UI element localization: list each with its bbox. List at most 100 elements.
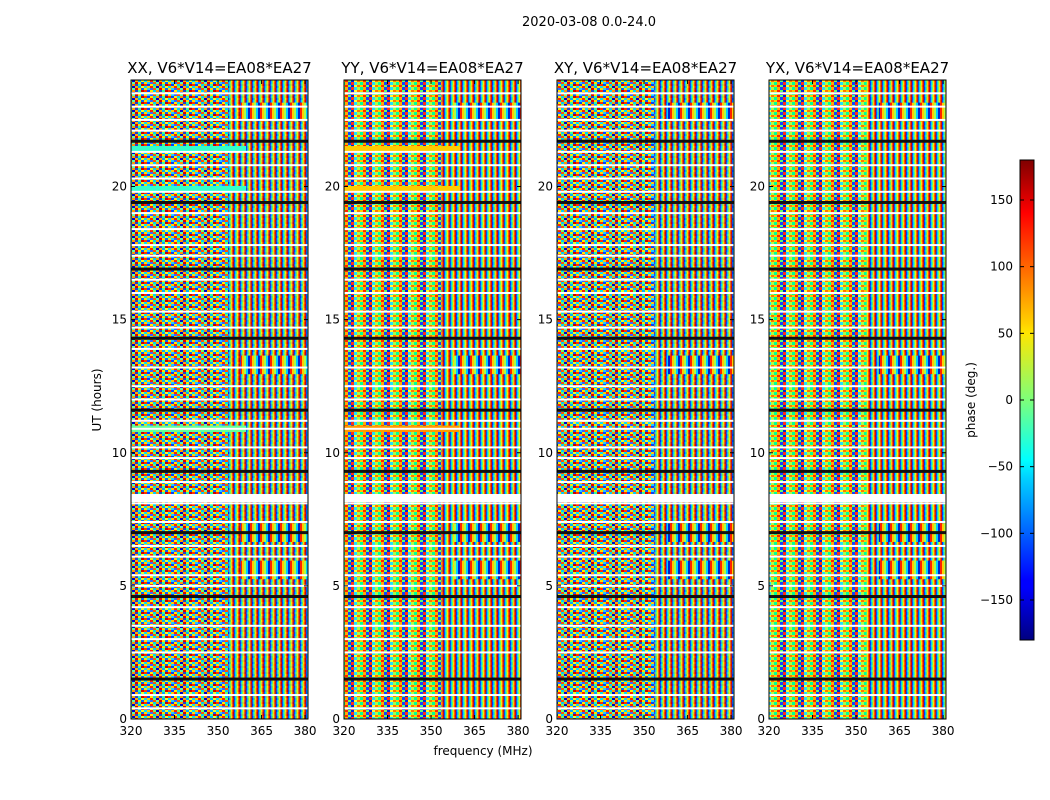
flag-gap (344, 347, 521, 350)
panel-title: YY, V6*V14=EA08*EA27 (340, 59, 523, 77)
flag-gap (769, 310, 946, 313)
flag-gap (557, 544, 734, 547)
flag-gap (131, 502, 308, 505)
heatmap-image (557, 80, 734, 719)
flag-gap (344, 520, 521, 523)
heatmap-image (131, 80, 308, 719)
x-tick-label: 335 (376, 724, 399, 738)
colorbar-tick-label: −100 (980, 526, 1013, 540)
flag-gap-dark (131, 408, 308, 412)
flag-gap (557, 398, 734, 401)
flag-gap-dark (557, 531, 734, 535)
x-tick-label: 365 (676, 724, 699, 738)
flag-gap (557, 347, 734, 350)
flag-gap-dark (769, 200, 946, 204)
flag-gap-dark (769, 336, 946, 340)
flag-gap-dark (344, 336, 521, 340)
flag-gap (769, 385, 946, 388)
flag-gap (131, 481, 308, 484)
flag-gap (131, 398, 308, 401)
flag-gap (769, 419, 946, 422)
flag-gap (131, 212, 308, 215)
flag-gap (769, 129, 946, 132)
flag-gap (131, 427, 308, 430)
x-tick-label: 320 (333, 724, 356, 738)
flag-gap (131, 177, 308, 180)
flag-gap (131, 366, 308, 369)
flag-gap (769, 164, 946, 167)
y-tick-label: 20 (750, 180, 765, 194)
flag-gap (557, 105, 734, 108)
flag-gap-dark (769, 469, 946, 473)
colorbar-tick-label: −50 (988, 460, 1013, 474)
y-tick-label: 0 (545, 712, 553, 726)
flag-gap (769, 105, 946, 108)
flag-gap (344, 651, 521, 654)
colorbar-ticks: 150 100 50 0 −50 −100 −150 (980, 193, 1034, 607)
y-axis-label: UT (hours) (90, 368, 104, 431)
flag-gap (131, 105, 308, 108)
flag-gap (557, 584, 734, 587)
flag-gap-dark (344, 531, 521, 535)
flag-gap (769, 457, 946, 460)
flag-gap (131, 244, 308, 247)
x-tick-label: 365 (463, 724, 486, 738)
flag-gap (557, 457, 734, 460)
y-tick-label: 0 (332, 712, 340, 726)
flag-gap-dark (131, 200, 308, 204)
flag-gap (344, 502, 521, 505)
flag-gap (131, 555, 308, 558)
flag-gap (769, 398, 946, 401)
flag-gap-wide (769, 494, 946, 503)
flag-gap-dark (344, 139, 521, 143)
flag-gap (557, 555, 734, 558)
flag-gap (344, 481, 521, 484)
flag-gap (344, 212, 521, 215)
x-tick-label: 380 (720, 724, 743, 738)
flag-gap (769, 228, 946, 231)
panel-yy: YY, V6*V14=EA08*EA27 320 335 350 365 380 0 5 10 1… (325, 59, 530, 738)
flag-gap (344, 427, 521, 430)
flag-gap (131, 651, 308, 654)
flag-gap (344, 574, 521, 577)
y-tick-label: 15 (750, 313, 765, 327)
flag-gap-dark (769, 408, 946, 412)
flag-gap (131, 129, 308, 132)
y-tick-label: 10 (538, 446, 553, 460)
fringe-band (878, 560, 946, 580)
flag-gap (131, 446, 308, 449)
coherent-band (131, 146, 247, 153)
fringe-band (240, 355, 308, 375)
heatmap-image (769, 80, 946, 719)
x-tick-label: 320 (546, 724, 569, 738)
flag-gap (557, 481, 734, 484)
flag-gap (344, 398, 521, 401)
y-tick-label: 10 (325, 446, 340, 460)
flag-gap (131, 326, 308, 329)
y-tick-label: 20 (112, 180, 127, 194)
y-tick-label: 20 (325, 180, 340, 194)
flag-gap (769, 606, 946, 609)
flag-gap (557, 419, 734, 422)
flag-gap (131, 606, 308, 609)
flag-gap (131, 278, 308, 281)
fringe-band (666, 355, 734, 375)
flag-gap-wide (344, 494, 521, 503)
flag-gap (557, 118, 734, 121)
flag-gap (344, 254, 521, 257)
flag-gap (557, 427, 734, 430)
x-axis-label: frequency (MHz) (433, 744, 532, 758)
panel-frame (556, 79, 735, 720)
y-tick-label: 0 (119, 712, 127, 726)
colorbar-label: phase (deg.) (964, 362, 978, 438)
flag-gap (131, 638, 308, 641)
flag-gap-dark (131, 267, 308, 271)
flag-gap-wide (557, 494, 734, 503)
flag-gap (344, 292, 521, 294)
flag-gap-dark (769, 595, 946, 599)
flag-gap (557, 164, 734, 167)
flag-gap (769, 584, 946, 587)
x-tick-label: 380 (932, 724, 955, 738)
x-tick-label: 380 (294, 724, 317, 738)
